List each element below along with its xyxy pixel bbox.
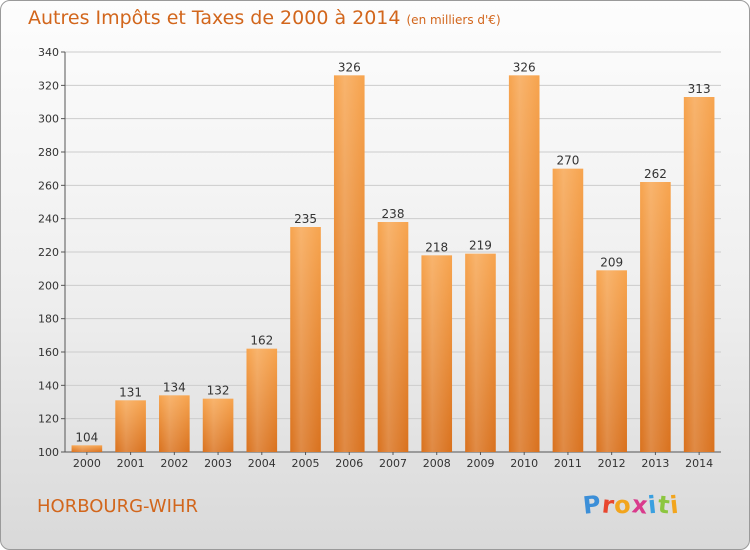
bar-chart: 100120140160180200220240260280300320340 … <box>38 46 721 470</box>
data-label-2008: 218 <box>425 240 448 254</box>
y-tick-label: 240 <box>38 213 59 226</box>
data-label-2011: 270 <box>556 154 579 168</box>
data-label-2003: 132 <box>207 384 230 398</box>
data-label-2009: 219 <box>469 239 492 253</box>
x-tick-label-2013: 2013 <box>641 457 669 470</box>
y-tick-label: 200 <box>38 279 59 292</box>
y-tick-label: 220 <box>38 246 59 259</box>
chart-subtitle: (en milliers d'€) <box>406 13 501 27</box>
bar-highlight <box>508 75 540 452</box>
data-label-2013: 262 <box>644 167 667 181</box>
logo-letter: i <box>668 490 681 520</box>
chart-title-text: Autres Impôts et Taxes de 2000 à 2014 <box>28 7 401 29</box>
y-tick-label: 160 <box>38 346 59 359</box>
data-label-2002: 134 <box>163 380 186 394</box>
y-tick-label: 180 <box>38 313 59 326</box>
x-tick-label-2003: 2003 <box>204 457 232 470</box>
chart-title: Autres Impôts et Taxes de 2000 à 2014 (en… <box>28 7 501 29</box>
bar-highlight <box>333 75 365 452</box>
label-layer: 104 2000 131 2001 134 2002 132 2003 162 2004 235 20… <box>73 60 713 470</box>
bar-highlight <box>290 227 321 452</box>
bar-highlight <box>465 253 496 452</box>
x-tick-label-2009: 2009 <box>466 457 494 470</box>
bar-highlight <box>71 445 103 452</box>
data-label-2012: 209 <box>600 255 623 269</box>
x-tick-label-2006: 2006 <box>335 457 363 470</box>
x-tick-label-2002: 2002 <box>160 457 188 470</box>
x-tick-label-2014: 2014 <box>685 457 713 470</box>
x-tick-label-2008: 2008 <box>423 457 451 470</box>
y-tick-label: 100 <box>38 446 59 459</box>
bar-highlight <box>115 400 146 452</box>
data-label-2000: 104 <box>75 430 98 444</box>
y-tick-label: 340 <box>38 46 59 59</box>
bar-highlight <box>202 398 234 452</box>
x-tick-label-2007: 2007 <box>379 457 407 470</box>
data-label-2004: 162 <box>250 334 273 348</box>
data-label-2010: 326 <box>513 60 536 74</box>
x-tick-label-2012: 2012 <box>598 457 626 470</box>
bar-highlight <box>159 395 190 452</box>
y-tick-label: 280 <box>38 146 59 159</box>
proxiti-logo: Proxiti <box>582 490 681 520</box>
x-tick-label-2000: 2000 <box>73 457 101 470</box>
bar-highlight <box>640 182 671 452</box>
bar-highlight <box>246 348 278 452</box>
bar-layer <box>71 75 715 452</box>
commune-name: HORBOURG-WIHR <box>37 496 198 517</box>
x-tick-label-2005: 2005 <box>292 457 320 470</box>
y-tick-label: 120 <box>38 413 59 426</box>
x-tick-label-2004: 2004 <box>248 457 276 470</box>
x-tick-label-2010: 2010 <box>510 457 538 470</box>
data-label-2007: 238 <box>382 207 405 221</box>
bar-highlight <box>552 168 584 452</box>
y-tick-label: 260 <box>38 179 59 192</box>
y-tick-label: 140 <box>38 379 59 392</box>
bar-highlight <box>377 222 409 452</box>
x-tick-label-2011: 2011 <box>554 457 582 470</box>
bar-highlight <box>596 270 627 452</box>
data-label-2001: 131 <box>119 385 142 399</box>
bar-highlight <box>421 255 453 452</box>
x-tick-label-2001: 2001 <box>117 457 145 470</box>
y-tick-label: 300 <box>38 113 59 126</box>
data-label-2005: 235 <box>294 212 317 226</box>
data-label-2006: 326 <box>338 60 361 74</box>
y-tick-label: 320 <box>38 79 59 92</box>
data-label-2014: 313 <box>688 82 711 96</box>
bar-highlight <box>683 97 715 452</box>
